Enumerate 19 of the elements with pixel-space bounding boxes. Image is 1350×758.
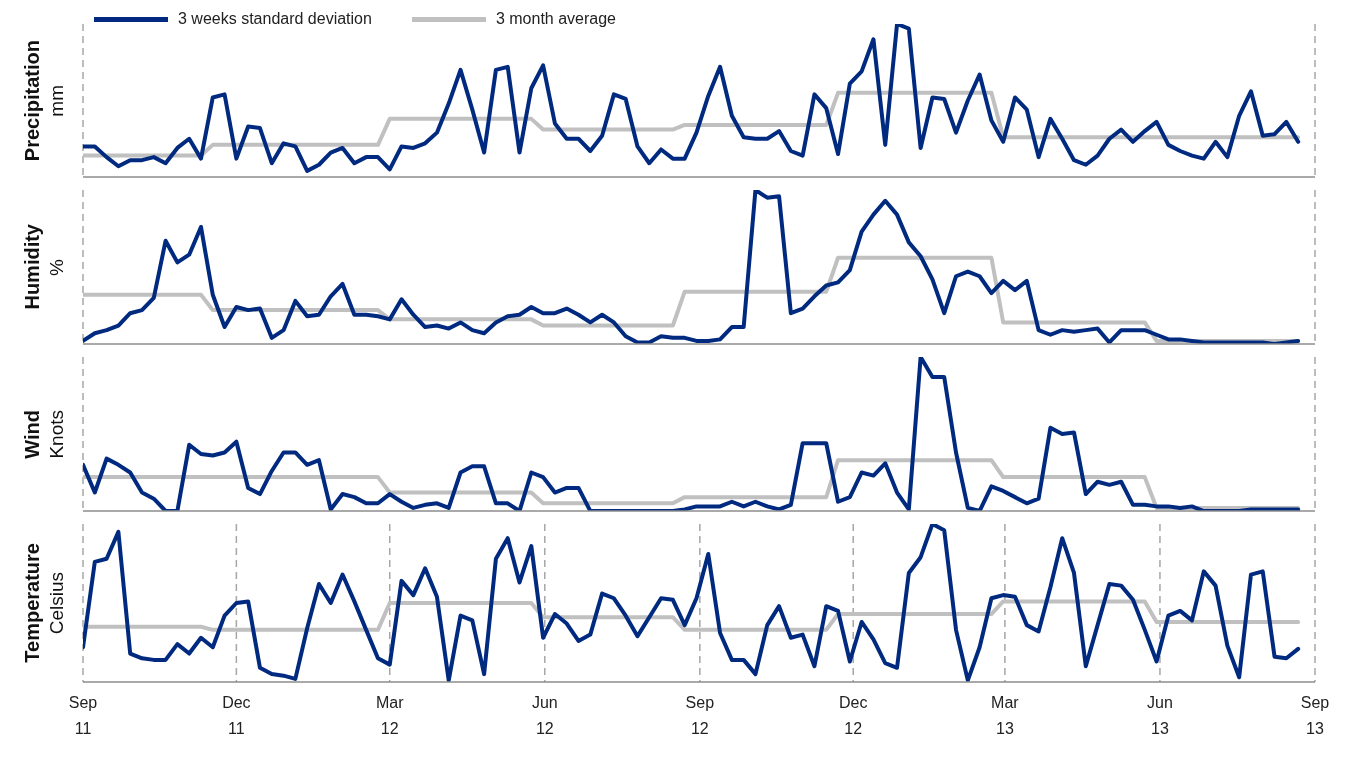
- y-axis-title: Precipitation: [20, 39, 44, 162]
- text: %: [45, 258, 68, 276]
- text: Celsius: [45, 571, 68, 635]
- y-axis-title: Humidity: [20, 224, 44, 310]
- x-tick-label: Mar 12: [375, 694, 405, 737]
- x-tick-label: Mar 13: [991, 694, 1020, 737]
- legend-label: 3 weeks standard deviation: [178, 10, 372, 28]
- x-tick-label: Sep 11: [68, 694, 98, 737]
- legend-label: 3 month average: [495, 10, 616, 28]
- text: mm: [45, 84, 68, 117]
- x-tick-label: Sep 13: [1300, 694, 1330, 737]
- x-tick-label: Dec 12: [838, 694, 868, 737]
- y-axis-title: Wind: [20, 409, 44, 459]
- text: Knots: [45, 409, 68, 459]
- x-tick-label: Jun 13: [1147, 694, 1173, 737]
- x-tick-label: Dec 11: [222, 694, 251, 737]
- x-tick-label: Jun 12: [531, 694, 558, 737]
- x-tick-label: Sep 12: [685, 694, 715, 737]
- y-axis-title: Temperature: [20, 543, 44, 663]
